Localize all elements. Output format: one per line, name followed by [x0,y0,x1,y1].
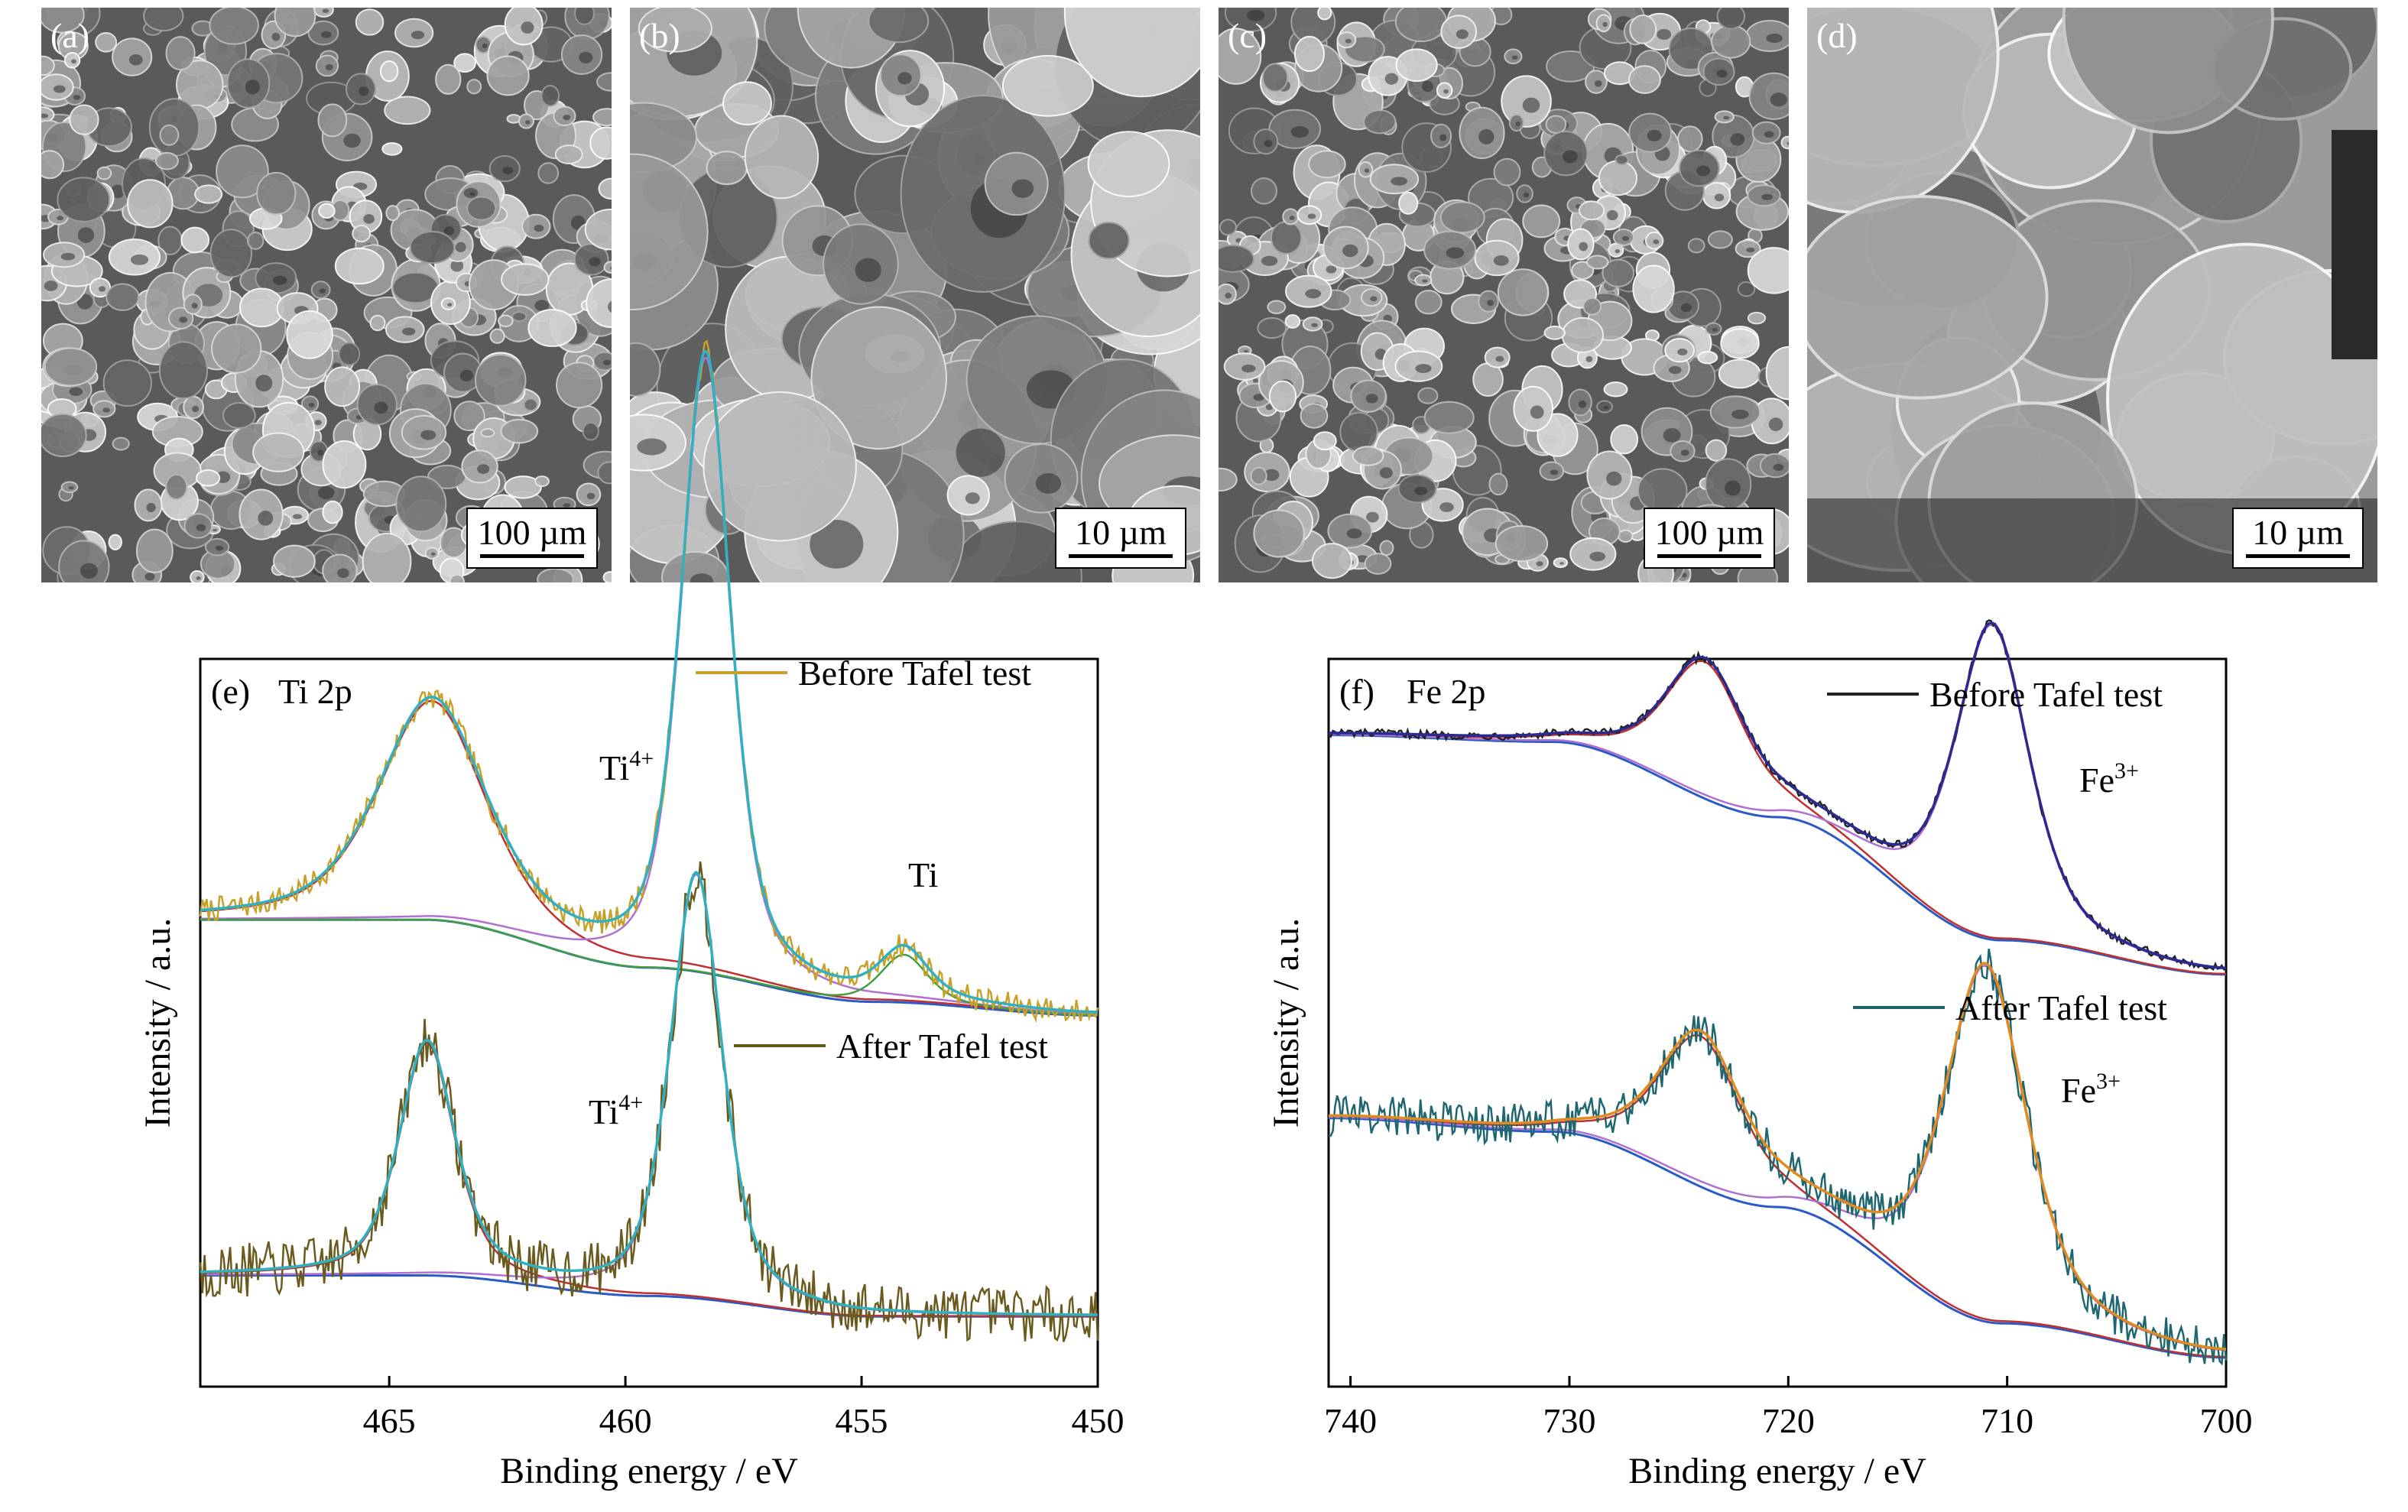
sem-panel-c: (c) 100 µm [1219,8,1789,582]
series-component-peak [200,918,1099,1017]
plot-frame [1327,657,2228,1388]
plot-frame [199,657,1099,1388]
series-fit-line [200,870,1098,1316]
scale-text-b: 10 µm [1075,513,1167,552]
panel-label-c: (c) [1228,16,1267,55]
legend-label: After Tafel test [836,1027,1048,1066]
xps-chart-0: 465 460 455 450 Binding energy / eV Intensity… [138,339,1124,1491]
legend-label: Before Tafel test [1929,675,2163,714]
element-label: Fe 2p [1407,672,1486,711]
x-axis-label: Binding energy / eV [1628,1451,1926,1491]
x-axis-label: Binding energy / eV [500,1451,798,1491]
peak-annotation: Fe3+ [2079,758,2139,800]
x-tick-label: 720 [1762,1401,1815,1440]
scale-bar-c: 100 µm [1644,508,1775,569]
x-tick-label: 455 [836,1401,888,1440]
series-component-peak [200,356,1098,1015]
x-tick-label: 460 [599,1401,652,1440]
sem-panel-a: (a) 100 µm [41,8,612,582]
series-fit-line [1329,962,2227,1351]
scale-bar-a: 100 µm [466,508,598,569]
sem-image-b [630,8,1200,582]
series-raw-line [199,861,1099,1342]
series-fit-line [200,349,1099,1014]
series-fit-line [1329,621,2227,970]
panel-label: (e) [211,672,250,711]
peak-annotation: Ti4+ [599,746,654,787]
scale-text-c: 100 µm [1654,513,1764,552]
scale-bar-b: 10 µm [1055,508,1186,569]
series-0-0 [199,339,1099,1024]
series-0-1 [199,861,1099,1342]
peak-annotation: Ti4+ [589,1090,643,1131]
peak-annotation: Fe3+ [2061,1069,2121,1110]
sem-image-d [1807,8,2377,582]
element-label: Ti 2p [278,672,352,711]
series-background-line [1329,734,2226,976]
xps-chart-1: 740 730 720 710 700 Binding energy / eV Intens… [1266,619,2253,1491]
legend-label: After Tafel test [1955,988,2167,1027]
y-axis-label: Intensity / a.u. [1266,918,1306,1128]
sem-panel-b: (b) 10 µm [630,8,1200,582]
scale-line-a [480,554,584,558]
x-tick-label: 740 [1324,1401,1377,1440]
scale-text-d: 10 µm [2252,513,2344,552]
scale-text-a: 100 µm [477,513,587,552]
x-tick-label: 730 [1543,1401,1595,1440]
x-tick-label: 700 [2200,1401,2253,1440]
scale-line-c [1657,554,1761,558]
series-background-line [200,1274,1098,1318]
panel-label: (f) [1339,672,1374,711]
panel-label-a: (a) [50,16,90,55]
series-background-line [1329,1117,2226,1359]
scale-bar-d: 10 µm [2232,508,2364,569]
panel-label-d: (d) [1816,16,1858,55]
panel-label-b: (b) [639,16,680,55]
x-tick-label: 710 [1981,1401,2033,1440]
sem-panel-d: (d) 10 µm [1807,8,2377,582]
sem-image-c [1219,8,1789,582]
y-axis-label: Intensity / a.u. [138,918,178,1128]
x-tick-label: 465 [363,1401,416,1440]
peak-annotation: Ti [908,855,938,894]
series-1-0 [1328,619,2227,976]
scale-line-d [2246,554,2350,558]
scale-line-b [1069,554,1173,558]
x-tick-label: 450 [1072,1401,1124,1440]
series-1-1 [1328,948,2228,1366]
legend-label: Before Tafel test [798,654,1031,693]
